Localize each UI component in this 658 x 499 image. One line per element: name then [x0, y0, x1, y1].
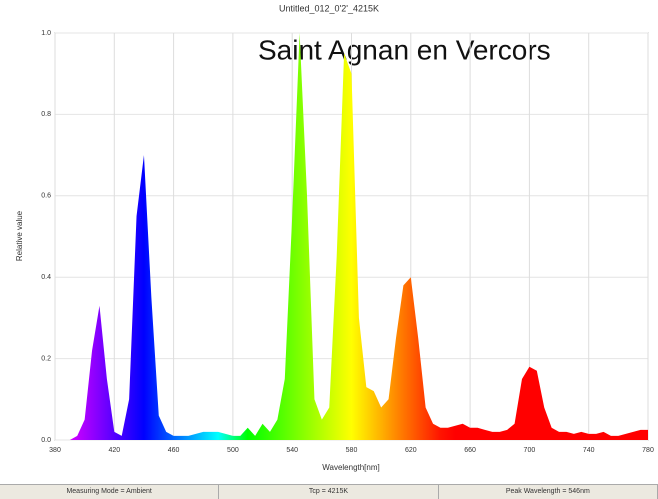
y-tick-label: 0.6 [41, 193, 51, 200]
x-tick-label: 380 [49, 447, 61, 454]
chart-title: Untitled_012_0'2'_4215K [279, 3, 379, 13]
y-tick-label: 0.0 [41, 437, 51, 444]
x-axis-label: Wavelength[nm] [322, 463, 380, 472]
spectrum-area [55, 33, 648, 440]
x-tick-label: 460 [168, 447, 180, 454]
y-tick-label: 0.8 [41, 111, 51, 118]
x-tick-label: 540 [286, 447, 298, 454]
status-cell: Measuring Mode = Ambient [0, 485, 220, 499]
status-bar: Measuring Mode = Ambient Tcp = 4215K Peak … [0, 484, 658, 499]
y-tick-label: 1.0 [41, 30, 51, 37]
y-axis-label: Relative value [15, 210, 24, 261]
x-tick-label: 420 [108, 447, 120, 454]
annotation: Saint Agnan en Vercors [258, 34, 551, 65]
y-tick-label: 0.4 [41, 274, 51, 281]
x-tick-label: 700 [524, 447, 536, 454]
x-tick-label: 580 [346, 447, 358, 454]
chart: Untitled_012_0'2'_4215K Saint Agnan en V… [15, 3, 654, 472]
x-tick-label: 500 [227, 447, 239, 454]
x-tick-label: 660 [464, 447, 476, 454]
status-cell: Tcp = 4215K [219, 485, 439, 499]
y-tick-label: 0.2 [41, 355, 51, 362]
x-tick-label: 740 [583, 447, 595, 454]
x-tick-label: 620 [405, 447, 417, 454]
status-cell: Peak Wavelength = 546nm [439, 485, 658, 499]
x-tick-label: 780 [642, 447, 654, 454]
